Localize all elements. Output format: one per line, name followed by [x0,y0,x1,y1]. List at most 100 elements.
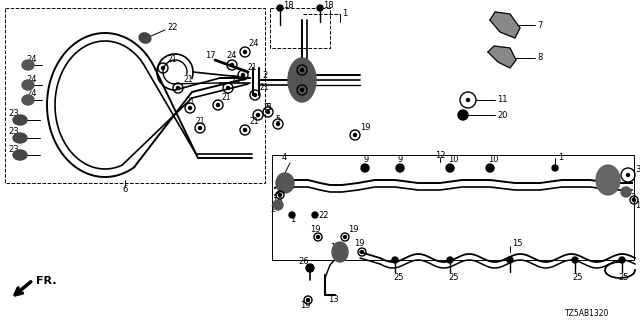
Text: 24: 24 [26,90,36,99]
Circle shape [344,236,346,238]
Circle shape [360,251,364,253]
Ellipse shape [596,165,620,195]
Circle shape [632,198,636,202]
Circle shape [317,5,323,11]
Text: 17: 17 [205,51,216,60]
Text: 2: 2 [630,194,636,203]
Text: 10: 10 [488,156,499,164]
Circle shape [307,299,310,301]
Text: 19: 19 [300,300,310,309]
Text: 16: 16 [272,197,283,206]
Ellipse shape [13,133,27,143]
Circle shape [243,129,246,132]
Circle shape [486,164,494,172]
Text: 18: 18 [323,2,333,11]
Ellipse shape [13,150,27,160]
Text: 9: 9 [363,156,368,164]
Text: 14: 14 [330,244,340,252]
Circle shape [447,257,453,263]
Text: 5: 5 [265,103,270,113]
Circle shape [277,5,283,11]
Circle shape [306,264,314,272]
Text: 22: 22 [167,23,177,33]
Circle shape [266,110,269,114]
Text: 2: 2 [270,205,275,214]
Text: 25: 25 [618,274,628,283]
Circle shape [572,257,578,263]
Ellipse shape [332,242,348,262]
Circle shape [230,63,234,67]
Circle shape [458,110,468,120]
Text: 12: 12 [435,150,445,159]
Text: 5: 5 [275,116,280,124]
Circle shape [227,86,230,90]
Polygon shape [490,12,520,38]
Text: 25: 25 [448,274,458,283]
Circle shape [507,257,513,263]
Text: 18: 18 [283,2,294,11]
Text: 21: 21 [260,83,269,92]
Circle shape [278,194,282,196]
Ellipse shape [273,200,283,210]
Text: 24: 24 [26,54,36,63]
Circle shape [301,68,303,71]
Ellipse shape [139,33,151,43]
Ellipse shape [22,95,34,105]
Text: 21: 21 [250,117,259,126]
Text: 21: 21 [247,62,257,71]
Bar [272,155,634,260]
Circle shape [361,164,369,172]
Circle shape [177,86,179,90]
Text: 8: 8 [537,53,542,62]
Text: 21: 21 [195,117,205,126]
Text: 1: 1 [290,215,295,225]
Text: 1: 1 [342,9,348,18]
Text: 23: 23 [8,127,19,137]
Text: 13: 13 [328,295,339,305]
Circle shape [253,93,257,97]
Text: 19: 19 [354,239,365,249]
Text: 22: 22 [318,211,328,220]
Text: 1: 1 [558,154,563,163]
Text: 21: 21 [168,55,177,65]
Text: 16: 16 [635,202,640,211]
Text: 21: 21 [183,76,193,84]
Bar [270,8,330,48]
Text: 25: 25 [393,274,403,283]
Text: 4: 4 [282,154,287,163]
Text: 21: 21 [222,92,232,101]
Circle shape [276,123,280,125]
Circle shape [552,165,558,171]
Text: 26: 26 [298,258,308,267]
Circle shape [312,212,318,218]
Circle shape [353,133,356,137]
Ellipse shape [276,173,294,193]
Circle shape [257,114,259,116]
Text: FR.: FR. [36,276,56,286]
Text: 3: 3 [635,165,640,174]
Text: 21: 21 [185,98,195,107]
Ellipse shape [22,60,34,70]
Circle shape [243,51,246,53]
Text: 11: 11 [497,95,508,105]
Polygon shape [488,46,516,68]
Circle shape [392,257,398,263]
Circle shape [317,236,319,238]
Text: 21: 21 [263,102,273,111]
Circle shape [161,67,164,69]
Text: 24: 24 [248,39,259,49]
Text: 19: 19 [360,124,371,132]
Text: 21: 21 [232,76,241,84]
Text: 6: 6 [122,186,128,195]
Circle shape [189,107,191,109]
Ellipse shape [621,187,631,197]
Ellipse shape [22,80,34,90]
Text: 9: 9 [398,156,403,164]
Text: 19: 19 [310,226,321,235]
Ellipse shape [13,115,27,125]
Text: 20: 20 [497,110,508,119]
Text: 15: 15 [512,239,522,249]
Circle shape [289,212,295,218]
Circle shape [198,126,202,130]
Text: 23: 23 [8,145,19,154]
